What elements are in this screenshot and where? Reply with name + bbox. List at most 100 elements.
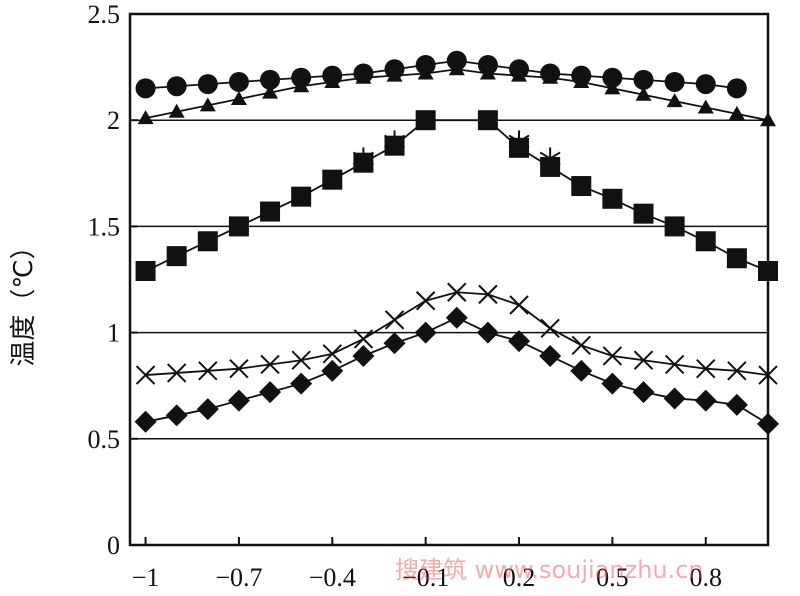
data-point-triangle bbox=[386, 67, 403, 82]
data-point-triangle bbox=[760, 112, 776, 127]
plot-frame bbox=[128, 12, 770, 547]
data-point-x bbox=[571, 335, 591, 356]
data-point-asterisk-stroke bbox=[352, 151, 374, 166]
data-point-circle bbox=[633, 69, 654, 90]
data-point-diamond bbox=[694, 389, 717, 412]
y-axis-label: 温度（℃） bbox=[9, 233, 39, 366]
data-point-triangle bbox=[324, 73, 341, 88]
data-point-x-stroke bbox=[198, 361, 218, 381]
y-tick-label: 1 bbox=[107, 319, 120, 348]
data-point-diamond bbox=[321, 359, 344, 382]
data-point-x bbox=[758, 365, 778, 385]
data-point-x-stroke bbox=[727, 361, 747, 381]
data-point-square bbox=[695, 231, 716, 252]
data-point-diamond bbox=[165, 404, 188, 427]
data-point-circle bbox=[291, 67, 312, 88]
data-point-triangle bbox=[262, 84, 279, 99]
data-point-circle bbox=[415, 54, 436, 75]
data-point-x-stroke bbox=[322, 344, 342, 364]
data-point-circle bbox=[477, 54, 498, 75]
data-point-diamond bbox=[757, 412, 779, 435]
data-point-x bbox=[415, 291, 436, 311]
data-point-x bbox=[166, 363, 187, 383]
data-point-x-stroke bbox=[166, 363, 187, 383]
series-square bbox=[135, 110, 778, 282]
data-point-diamond bbox=[134, 410, 157, 433]
series-circle bbox=[135, 50, 747, 99]
watermark: 搜建筑 www.soujianzhu.cn bbox=[395, 556, 704, 584]
data-point-triangle bbox=[635, 86, 652, 101]
data-point-x bbox=[633, 350, 654, 370]
data-point-circle bbox=[664, 71, 685, 92]
series-line-x bbox=[145, 291, 769, 376]
data-point-diamond bbox=[539, 344, 562, 367]
data-point-x bbox=[664, 354, 685, 375]
data-point-x-stroke bbox=[509, 295, 529, 315]
data-point-square bbox=[415, 110, 436, 131]
data-point-x-stroke bbox=[664, 354, 685, 375]
data-point-x-stroke bbox=[291, 350, 311, 370]
x-tick-label: −0.7 bbox=[215, 563, 262, 592]
data-point-diamond bbox=[508, 330, 531, 353]
data-point-triangle bbox=[168, 103, 185, 118]
y-tick-label: 0.5 bbox=[88, 425, 121, 454]
data-point-x-stroke bbox=[415, 291, 436, 311]
data-point-asterisk-stroke bbox=[508, 134, 530, 149]
data-point-x-stroke bbox=[135, 365, 156, 385]
data-point-x bbox=[229, 359, 249, 379]
ticks: 0 0.5 1 1.5 2 2.5 −1 −0.7 −0.4 −0.1 0.2 0.5 0.8 bbox=[88, 0, 723, 592]
data-point-triangle bbox=[230, 90, 247, 105]
data-point-asterisk bbox=[539, 147, 561, 170]
data-point-diamond bbox=[290, 372, 313, 395]
data-point-x-stroke bbox=[353, 329, 374, 349]
data-point-x-stroke bbox=[633, 350, 654, 370]
data-point-x-stroke bbox=[478, 284, 498, 305]
x-tick-label: 0.8 bbox=[690, 563, 723, 592]
data-point-asterisk bbox=[384, 130, 406, 153]
data-point-x-stroke bbox=[602, 346, 623, 366]
data-point-asterisk-stroke bbox=[539, 151, 561, 166]
data-point-diamond bbox=[632, 381, 655, 404]
data-point-x bbox=[540, 318, 560, 339]
data-point-square bbox=[664, 216, 685, 237]
data-point-diamond bbox=[476, 321, 499, 344]
data-point-triangle bbox=[479, 65, 496, 80]
data-point-x bbox=[135, 365, 156, 385]
data-point-square bbox=[633, 203, 654, 224]
data-point-square bbox=[197, 231, 218, 252]
data-point-triangle bbox=[604, 80, 621, 95]
data-point-square bbox=[291, 186, 312, 207]
data-point-square bbox=[477, 110, 498, 131]
data-point-triangle bbox=[448, 61, 465, 76]
y-tick-label: 0 bbox=[107, 531, 120, 560]
data-point-triangle bbox=[728, 105, 745, 120]
data-point-circle bbox=[695, 74, 716, 95]
data-point-circle bbox=[446, 50, 467, 71]
data-point-diamond bbox=[352, 344, 375, 367]
series-layer bbox=[134, 50, 779, 435]
data-point-x bbox=[384, 310, 405, 330]
x-tick-label: −0.4 bbox=[309, 563, 356, 592]
data-point-x-stroke bbox=[260, 354, 280, 375]
data-point-diamond bbox=[725, 393, 748, 416]
data-point-diamond bbox=[601, 372, 624, 395]
data-point-square bbox=[166, 246, 187, 267]
axes bbox=[128, 12, 770, 547]
data-point-x-stroke bbox=[758, 365, 778, 385]
data-point-triangle bbox=[417, 65, 434, 80]
x-tick-label: 0.5 bbox=[596, 563, 629, 592]
data-point-x-stroke bbox=[696, 359, 716, 379]
data-point-square bbox=[758, 261, 778, 282]
data-point-triangle bbox=[666, 93, 683, 108]
data-point-triangle bbox=[199, 97, 216, 112]
data-point-square bbox=[228, 216, 249, 237]
data-point-diamond bbox=[196, 398, 219, 421]
data-point-square bbox=[602, 188, 623, 209]
data-point-asterisk bbox=[352, 147, 374, 170]
data-point-diamond bbox=[570, 359, 593, 382]
data-point-circle bbox=[197, 74, 218, 95]
series-diamond bbox=[134, 306, 779, 435]
data-point-x bbox=[727, 361, 747, 381]
data-point-x-stroke bbox=[384, 310, 405, 330]
